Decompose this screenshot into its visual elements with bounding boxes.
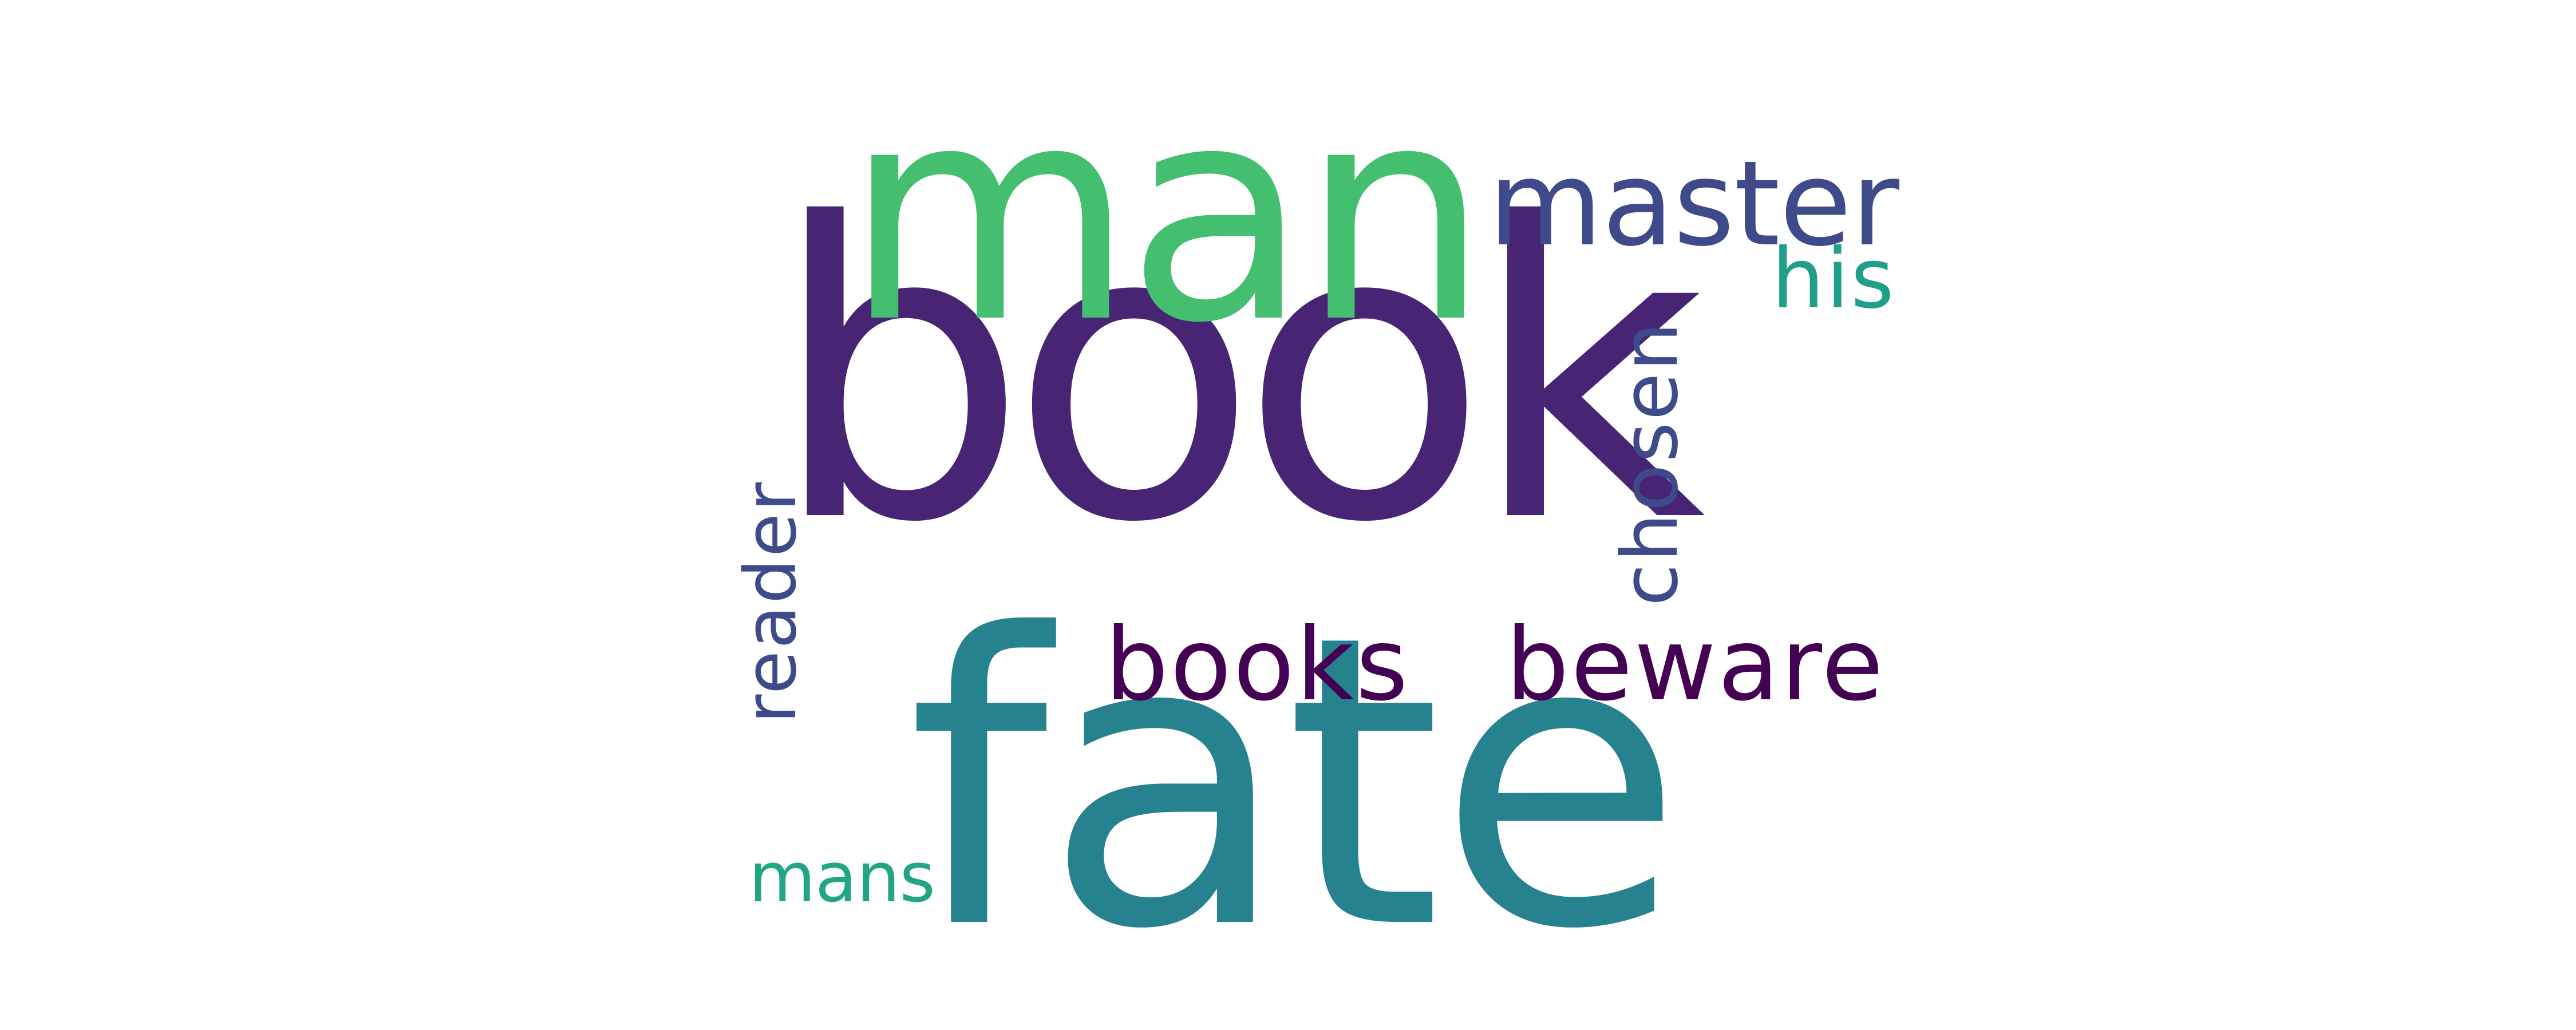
word-books: books bbox=[1105, 607, 1410, 723]
word-mans: mans bbox=[749, 838, 935, 918]
word-beware: beware bbox=[1506, 607, 1885, 723]
word-book: book bbox=[770, 138, 1706, 611]
word-fate: fate bbox=[907, 550, 1684, 1017]
word-chosen: chosen bbox=[1605, 320, 1695, 607]
word-man: man bbox=[844, 41, 1490, 388]
word-reader: reader bbox=[730, 481, 812, 724]
word-master: master bbox=[1488, 136, 1899, 272]
word-his: his bbox=[1772, 231, 1896, 327]
